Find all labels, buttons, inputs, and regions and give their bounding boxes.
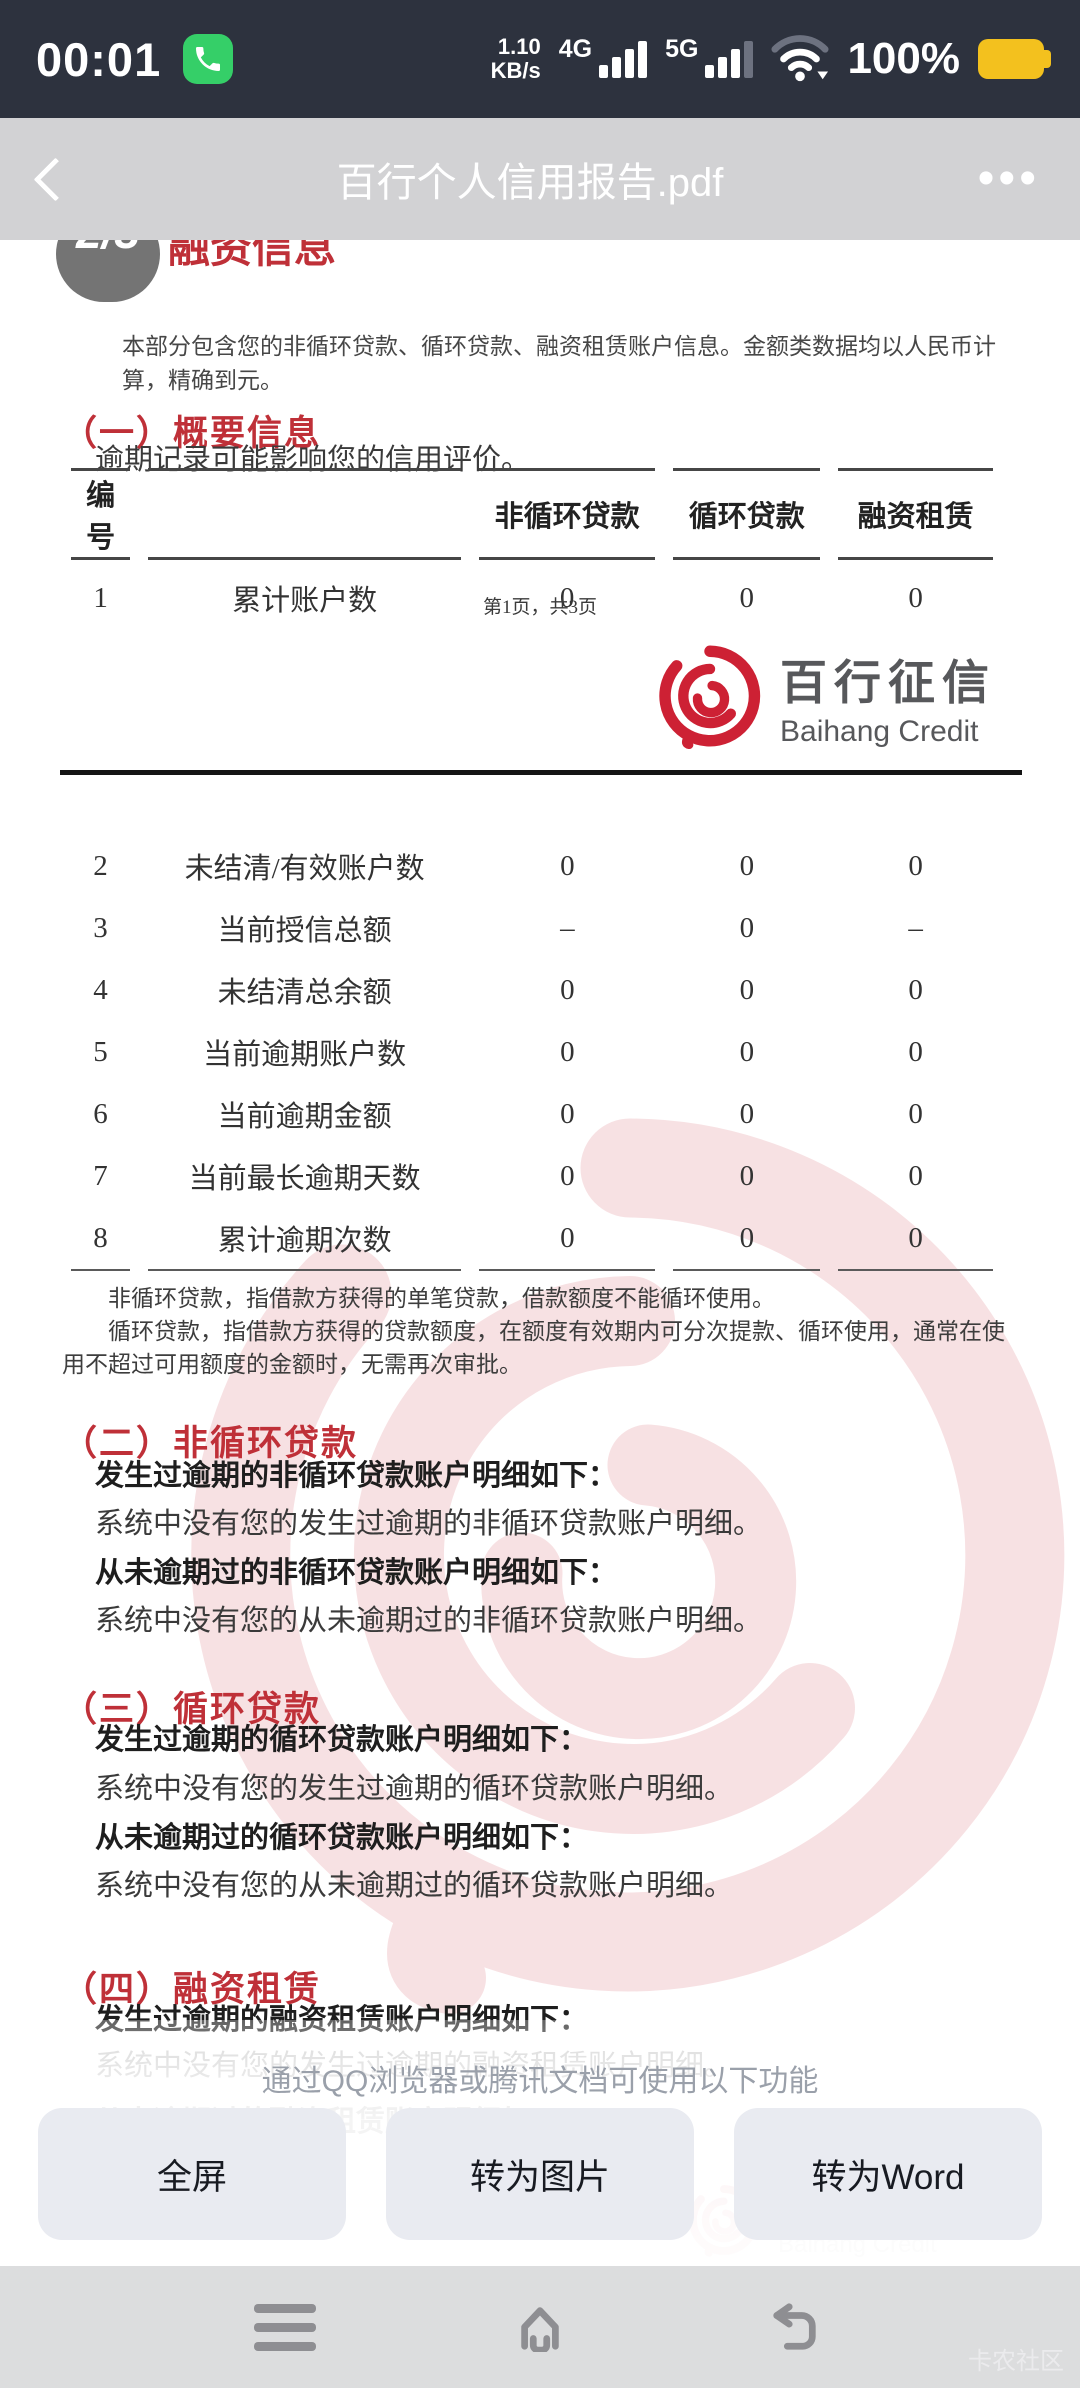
detail-line: 从未逾期过的循环贷款账户明细如下： — [95, 1822, 589, 1854]
network-speed-indicator: 1.10 KB/s — [491, 35, 541, 83]
community-watermark: 卡农社区 — [968, 2348, 1064, 2375]
note-nonrevolving: 非循环贷款，指借款方获得的单笔贷款，借款额度不能循环使用。 — [108, 1286, 775, 1311]
document-title: 百行个人信用报告.pdf — [336, 161, 724, 205]
note-revolving: 循环贷款，指借款方获得的贷款额度，在额度有效期内可分次提款、循环使用，通常在使用… — [62, 1319, 1005, 1377]
battery-percent: 100% — [847, 34, 960, 83]
detail-line: 发生过逾期的非循环贷款账户明细如下： — [95, 1460, 618, 1492]
system-nav-bar: 卡农社区 — [0, 2266, 1080, 2388]
menu-button[interactable] — [250, 2297, 320, 2357]
detail-line: 系统中没有您的从未逾期过的非循环贷款账户明细。 — [95, 1605, 763, 1637]
detail-line: 从未逾期过的非循环贷款账户明细如下： — [95, 1557, 618, 1589]
logo-name-cn: 百行征信 — [780, 655, 996, 709]
feature-buttons: 全屏 转为图片 转为Word — [0, 2108, 1080, 2240]
heading-overview: （一）概要信息 — [62, 414, 322, 454]
table-row: 1 累计账户数 0 0 0 — [93, 581, 923, 618]
signal-strength-sim2-icon: 5G — [665, 35, 754, 78]
pdf-toolbar: 百行个人信用报告.pdf ••• — [0, 118, 1080, 240]
signal-strength-sim1-icon: 4G — [559, 35, 648, 78]
logo-name-en: Baihang Credit — [780, 714, 979, 748]
loan-definitions: 非循环贷款，指借款方获得的单笔贷款，借款额度不能循环使用。 循环贷款，指借款方获… — [62, 1282, 1020, 1381]
menu-icon — [254, 2303, 316, 2351]
detail-line: 发生过逾期的循环贷款账户明细如下： — [95, 1724, 589, 1756]
detail-line: 系统中没有您的发生过逾期的非循环贷款账户明细。 — [95, 1508, 763, 1540]
network-speed-unit: KB/s — [490, 58, 541, 83]
home-button[interactable] — [505, 2297, 575, 2357]
section-title-partial: 融资信息 — [168, 240, 337, 272]
table-row: 3 当前授信总额 –0 – — [93, 911, 923, 948]
fullscreen-button[interactable]: 全屏 — [38, 2108, 346, 2240]
more-options-button[interactable]: ••• — [977, 152, 1040, 205]
heading-lease: （四）融资租赁 — [62, 1970, 322, 2010]
feature-toast: 通过QQ浏览器或腾讯文档可使用以下功能 — [261, 2065, 819, 2098]
active-call-icon[interactable] — [183, 34, 234, 84]
convert-to-word-button[interactable]: 转为Word — [734, 2108, 1042, 2240]
page-break-divider — [60, 770, 1022, 775]
chevron-left-icon — [33, 157, 78, 201]
detail-line: 系统中没有您的发生过逾期的循环贷款账户明细。 — [95, 1773, 734, 1805]
clock: 00:01 — [36, 32, 162, 86]
page-indicator-badge: 2/3 — [56, 240, 160, 302]
page-number-footer: 第1页，共3页 — [482, 597, 597, 618]
table-header-row: 编号 非循环贷款 循环贷款 融资租赁 — [71, 468, 993, 560]
baihang-swirl-icon — [658, 638, 762, 754]
heading-revolving: （三）循环贷款 — [62, 1690, 322, 1730]
back-button[interactable] — [33, 149, 100, 209]
battery-icon — [978, 39, 1051, 79]
section-intro-text: 本部分包含您的非循环贷款、循环贷款、融资租赁账户信息。金额类数据均以人民币计算，… — [122, 334, 996, 393]
return-icon — [773, 2303, 816, 2350]
home-icon — [521, 2307, 559, 2352]
baihang-logo: 百行征信 Baihang Credit — [658, 638, 996, 754]
heading-nonrevolving: （二）非循环贷款 — [62, 1424, 359, 1464]
network-speed-value: 1.10 — [497, 34, 541, 59]
status-bar: 00:01 1.10 KB/s 4G 5G — [0, 0, 1080, 118]
wifi-icon — [771, 32, 829, 87]
convert-to-image-button[interactable]: 转为图片 — [386, 2108, 694, 2240]
pdf-document[interactable]: 2/3 融资信息 本部分包含您的非循环贷款、循环贷款、融资租赁账户信息。金额类数… — [0, 240, 1080, 2388]
back-button-nav[interactable] — [760, 2297, 830, 2357]
overview-table-page1: 编号 非循环贷款 循环贷款 融资租赁 1 累计账户数 0 0 0 — [53, 468, 1011, 636]
detail-line: 系统中没有您的从未逾期过的循环贷款账户明细。 — [95, 1870, 734, 1902]
